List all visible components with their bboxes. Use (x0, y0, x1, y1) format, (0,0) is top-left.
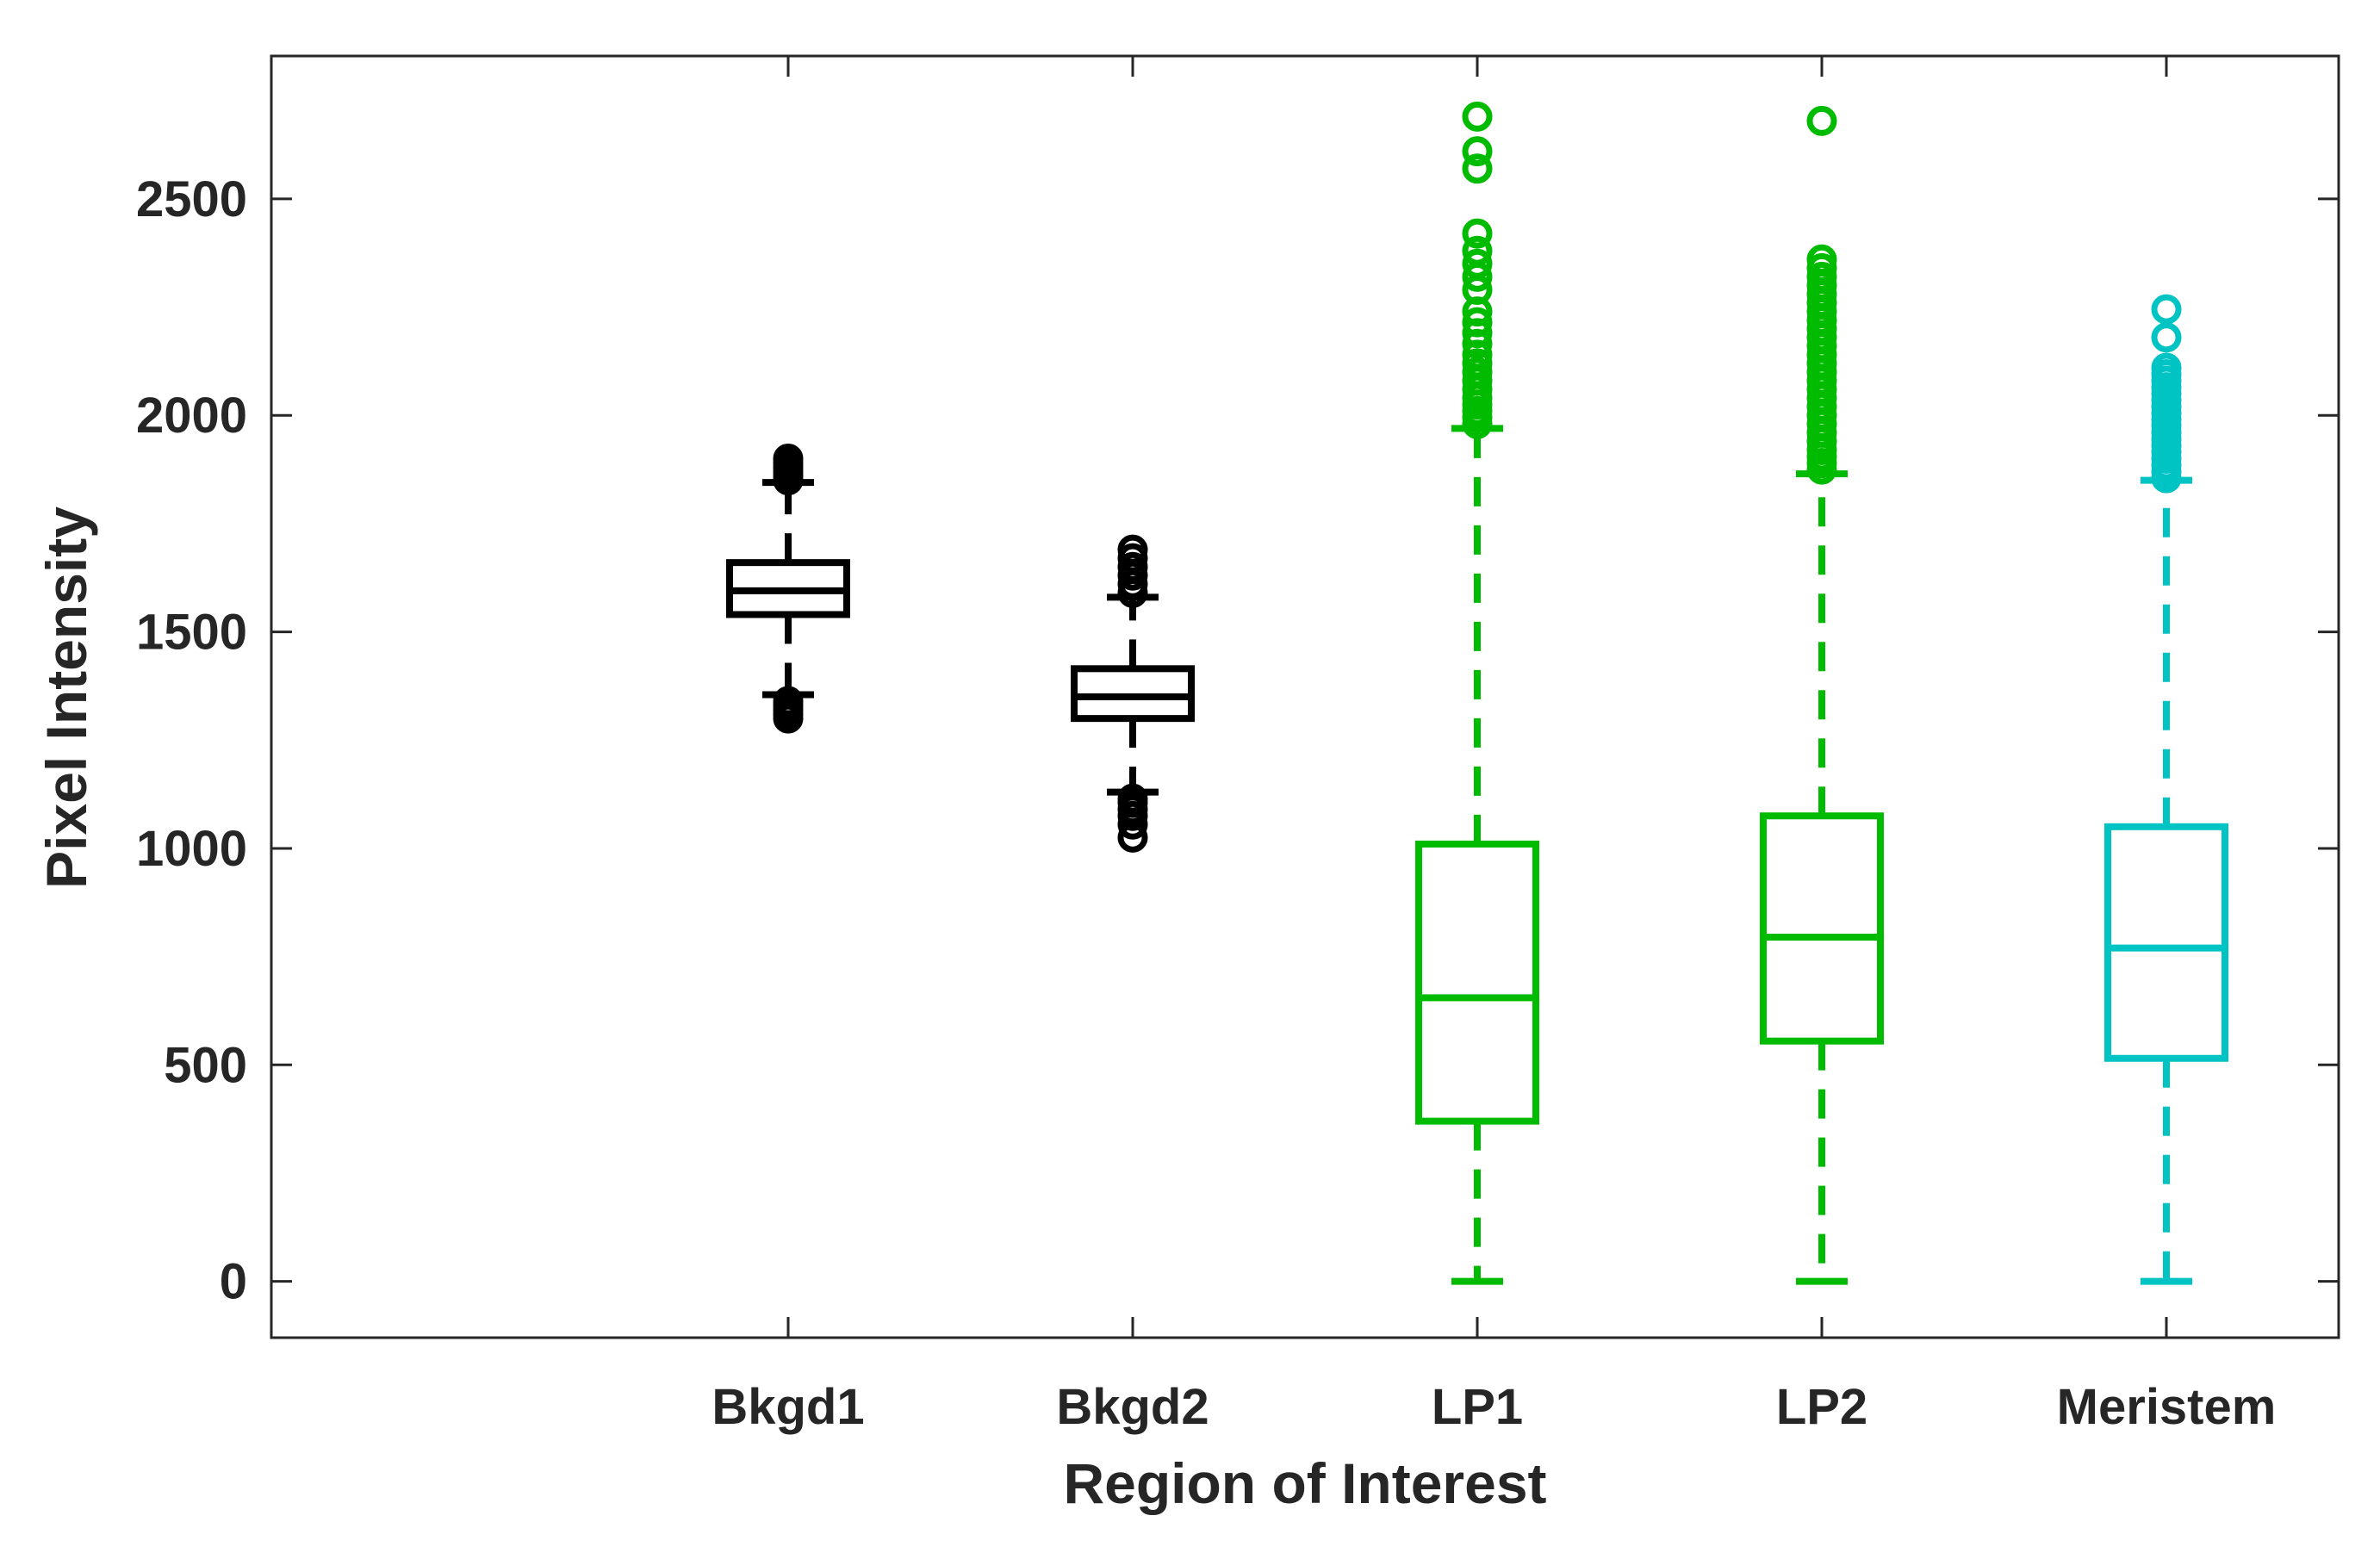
box-series (726, 101, 2228, 1285)
outlier-point (2151, 322, 2182, 353)
iqr-box (1415, 840, 1539, 1125)
box-lp2 (1760, 105, 1884, 1285)
x-axis-title: Region of Interest (1063, 1451, 1546, 1515)
outlier-point (2151, 352, 2182, 383)
outlier-point (1462, 248, 1493, 279)
outlier-point (1462, 153, 1493, 184)
iqr-box (1760, 812, 1884, 1045)
outlier-point (1462, 218, 1493, 249)
outlier-point (773, 444, 804, 475)
plot-area (270, 54, 2340, 1339)
x-tick-label: LP1 (1432, 1379, 1523, 1435)
outlier-point (1462, 101, 1493, 132)
outlier-point (1462, 136, 1493, 167)
x-tick-label: Meristem (2057, 1379, 2277, 1435)
box-bkgd1 (726, 444, 850, 734)
box-bkgd2 (1071, 534, 1195, 853)
outlier-point (773, 686, 804, 717)
box-meristem (2104, 294, 2228, 1285)
y-tick-label: 1500 (136, 605, 247, 661)
outlier-point (1117, 783, 1148, 814)
outlier-point (1462, 235, 1493, 266)
x-tick-label: LP2 (1776, 1379, 1867, 1435)
x-tick-label: Bkgd2 (1056, 1379, 1209, 1435)
x-axis: Bkgd1 Bkgd2 LP1 LP2 Meristem (712, 56, 2276, 1435)
y-tick-label: 1000 (136, 821, 247, 877)
outlier-point (1117, 534, 1148, 565)
y-tick-label: 2500 (136, 171, 247, 227)
outlier-point (2151, 294, 2182, 325)
outlier-point (1462, 307, 1493, 338)
outlier-point (1806, 105, 1837, 136)
x-tick-label: Bkgd1 (712, 1379, 864, 1435)
box-lp1 (1415, 101, 1539, 1285)
y-tick-label: 500 (164, 1037, 247, 1093)
y-axis-title: Pixel Intensity (34, 506, 98, 889)
y-tick-label: 0 (220, 1254, 247, 1310)
y-axis: 0 500 1000 1500 2000 2500 (136, 171, 2339, 1310)
y-tick-label: 2000 (136, 388, 247, 444)
iqr-box (2104, 823, 2228, 1062)
outlier-point (1806, 244, 1837, 275)
